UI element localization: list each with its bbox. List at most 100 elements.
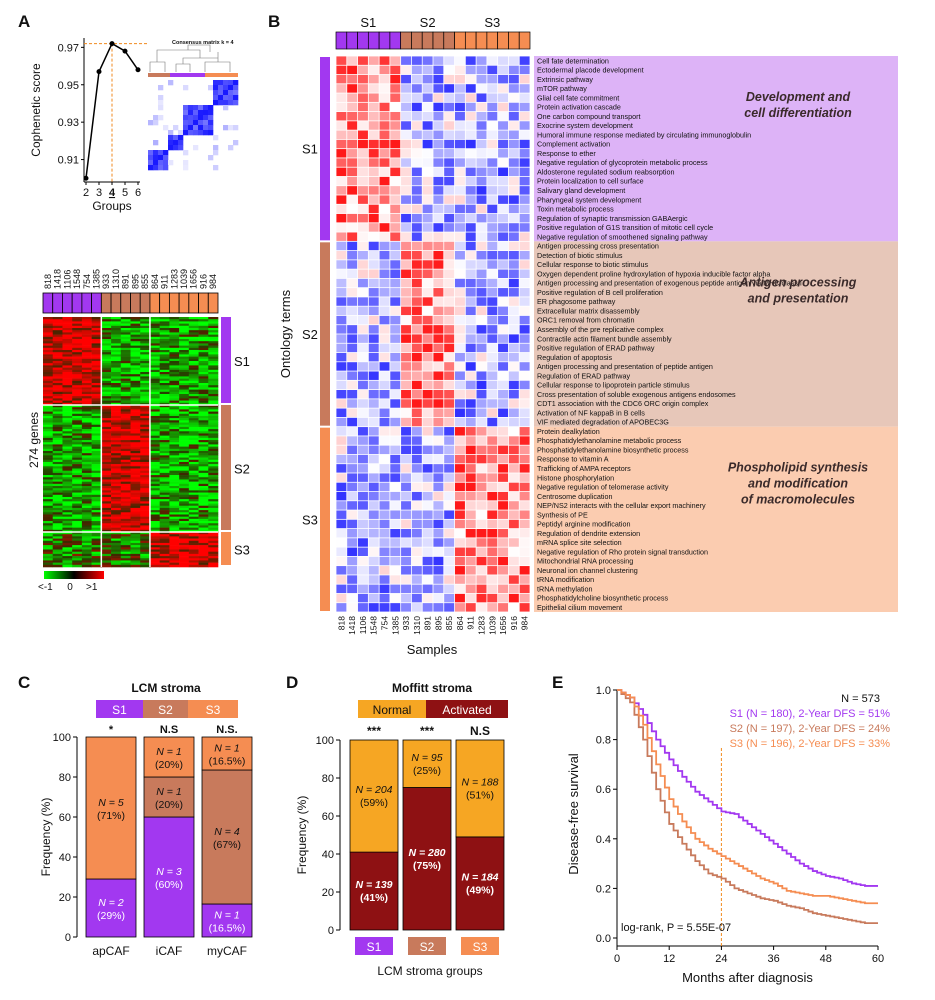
gene-heatmap-cell [62, 446, 73, 450]
ontology-heatmap-cell [390, 584, 401, 594]
ontology-heatmap-cell [368, 575, 379, 584]
gene-heatmap-cell [52, 514, 63, 517]
gene-heatmap-cell [43, 523, 54, 526]
gene-heatmap-cell [52, 562, 63, 566]
gene-heatmap-cell [188, 383, 199, 386]
gene-heatmap-cell [169, 516, 180, 520]
ontology-heatmap-cell [411, 93, 422, 102]
gene-heatmap-cell [149, 459, 160, 463]
gene-heatmap-cell [111, 475, 122, 478]
ontology-heatmap-cell [368, 454, 379, 464]
consensus-matrix [148, 80, 239, 171]
gene-heatmap-cell [198, 516, 209, 520]
gene-heatmap-cell [130, 426, 141, 430]
gene-heatmap-cell [91, 466, 102, 469]
gene-heatmap-cell [149, 525, 160, 528]
gene-heatmap-cell [208, 319, 219, 322]
gene-heatmap-cell [101, 424, 112, 428]
ontology-heatmap-cell [422, 288, 433, 297]
gene-heatmap-cell [81, 352, 92, 355]
ontology-heatmap-cell [444, 408, 455, 417]
ontology-heatmap-cell [487, 325, 498, 334]
ontology-heatmap-cell [336, 464, 347, 473]
gene-heatmap-cell [101, 376, 112, 379]
gene-heatmap-cell [140, 464, 151, 467]
gene-heatmap-cell [208, 459, 219, 463]
consensus-cell [148, 120, 154, 126]
gene-heatmap-cell [140, 391, 151, 395]
ontology-heatmap-cell [433, 584, 444, 594]
gene-heatmap-cell [62, 516, 73, 520]
gene-heatmap-cell [62, 433, 73, 436]
gene-heatmap-cell [208, 464, 219, 467]
gene-heatmap-cell [130, 468, 141, 471]
ontology-term: Regulation of dendrite extension [537, 529, 640, 538]
ontology-heatmap-cell [444, 260, 455, 269]
gene-heatmap-cell [62, 477, 73, 480]
ontology-heatmap-cell [422, 260, 433, 269]
ontology-heatmap-cell [487, 176, 498, 186]
ontology-heatmap-cell [487, 102, 498, 112]
gene-heatmap-cell [62, 464, 73, 467]
gene-heatmap-cell [140, 376, 151, 379]
gene-heatmap-cell [101, 400, 112, 404]
gene-heatmap-cell [159, 440, 170, 443]
ontology-heatmap-cell [476, 334, 487, 343]
ontology-heatmap-cell [336, 501, 347, 510]
ontology-heatmap-cell [444, 501, 455, 510]
ontology-heatmap-cell [476, 566, 487, 575]
ontology-heatmap-cell [433, 371, 444, 380]
panel-letter-d: D [286, 673, 298, 692]
gene-heatmap-cell [140, 547, 151, 550]
ontology-heatmap-cell [465, 84, 476, 93]
gene-heatmap-cell [208, 372, 219, 375]
gene-heatmap-cell [52, 334, 63, 338]
ontology-heatmap-cell [379, 538, 390, 547]
ontology-heatmap-cell [411, 325, 422, 334]
gene-heatmap-cell [140, 328, 151, 331]
gene-heatmap-cell [140, 365, 151, 368]
consensus-cell [233, 95, 239, 101]
gene-heatmap-cell [179, 345, 190, 349]
gene-heatmap-cell [62, 365, 73, 368]
gene-heatmap-cell [140, 542, 151, 546]
heatmap-a-sample-id: 891 [121, 274, 131, 289]
gene-heatmap-cell [149, 455, 160, 458]
gene-heatmap-cell [52, 361, 63, 364]
ontology-heatmap-cell [476, 232, 487, 241]
gene-heatmap-cell [169, 560, 180, 563]
gene-heatmap-cell [179, 455, 190, 458]
ontology-heatmap-cell [422, 427, 433, 436]
gene-heatmap-cell [91, 413, 102, 417]
ontology-heatmap-cell [390, 352, 401, 362]
gene-heatmap-cell [159, 507, 170, 511]
ontology-heatmap-cell [444, 427, 455, 436]
panel-e-xtick-label: 60 [872, 953, 884, 965]
gene-heatmap-cell [120, 330, 131, 333]
gene-heatmap-cell [81, 413, 92, 417]
gene-heatmap-cell [52, 549, 63, 552]
gene-heatmap-cell [52, 415, 63, 419]
ontology-heatmap-cell [368, 149, 379, 158]
gene-heatmap-cell [91, 354, 102, 357]
ontology-heatmap-cell [368, 93, 379, 102]
ontology-heatmap-cell [454, 380, 465, 390]
gene-heatmap-cell [111, 409, 122, 412]
consensus-cell [208, 155, 214, 161]
ontology-heatmap-cell [368, 501, 379, 510]
gene-heatmap-cell [149, 376, 160, 379]
ontology-heatmap-cell [465, 482, 476, 492]
gene-heatmap-cell [52, 418, 63, 421]
gene-heatmap-cell [149, 369, 160, 373]
ontology-heatmap-cell [498, 408, 509, 417]
gene-heatmap-cell [188, 433, 199, 436]
gene-heatmap-cell [188, 507, 199, 511]
gene-heatmap-cell [81, 534, 92, 537]
panel-d-bar-activated [402, 787, 452, 931]
gene-heatmap-cell [72, 470, 83, 474]
ontology-heatmap-cell [411, 288, 422, 297]
panel-c-segment-n: N = 1 [214, 743, 239, 755]
ontology-heatmap-cell [433, 566, 444, 575]
gene-heatmap-cell [198, 319, 209, 322]
gene-heatmap-cell [169, 437, 180, 441]
